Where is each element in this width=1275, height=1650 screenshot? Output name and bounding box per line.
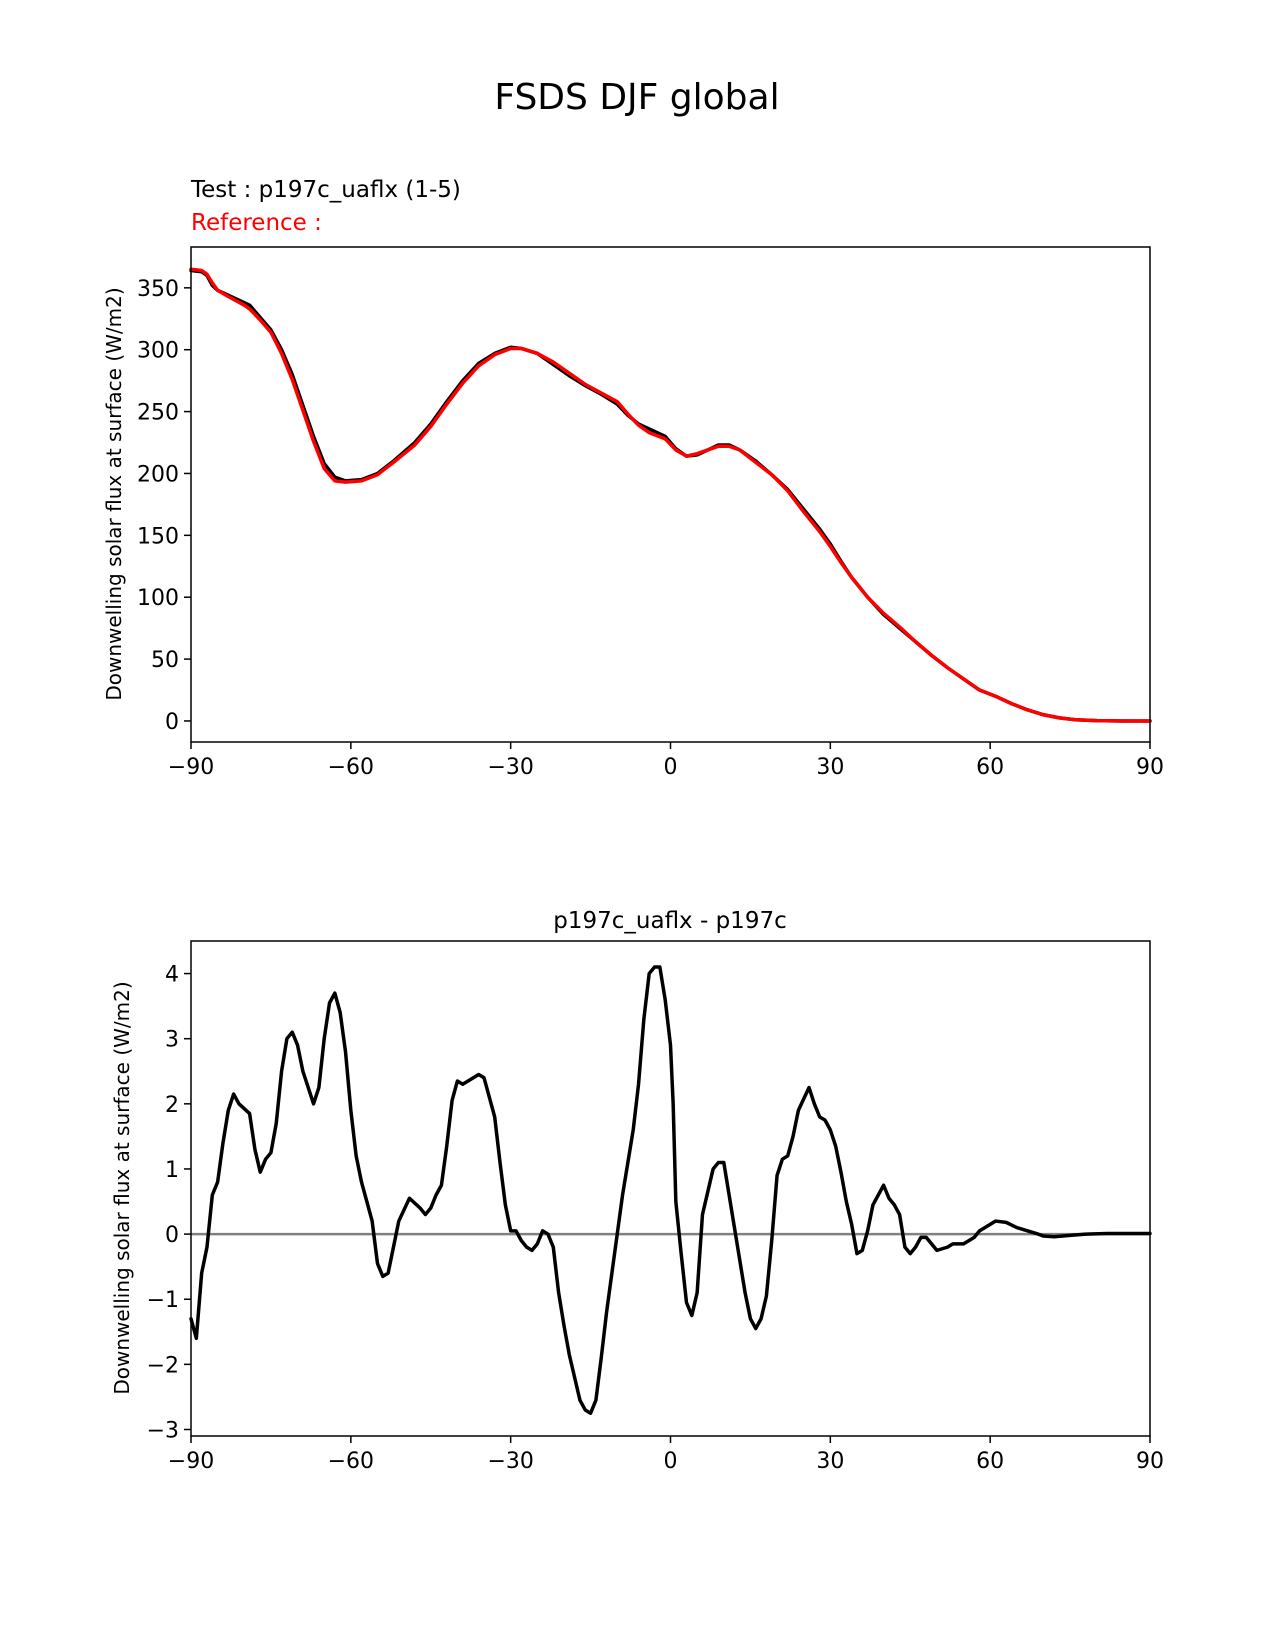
top-y-tick-label: 200 (137, 462, 179, 487)
bottom-y-tick-label: 3 (165, 1028, 179, 1053)
bottom-y-tick-label: 0 (165, 1223, 179, 1248)
bottom-axis-ticks: −90 −60 −30 0 30 60 90 −3 −2 −1 0 1 2 3 4 (147, 963, 1164, 1474)
bottom-x-tick-label: −60 (328, 1449, 374, 1474)
top-x-tick-label: 90 (1136, 755, 1164, 780)
bottom-y-tick-label: −3 (147, 1418, 179, 1443)
top-x-tick-label: 0 (664, 755, 678, 780)
bottom-series-group (189, 965, 1152, 1415)
bottom-y-tick-label: −2 (147, 1353, 179, 1378)
top-y-tick-label: 50 (151, 648, 179, 673)
top-y-tick-label: 100 (137, 586, 179, 611)
bottom-axes-frame (190, 940, 1151, 1437)
bottom-x-tick-label: 30 (816, 1449, 844, 1474)
top-x-tick-label: −60 (328, 755, 374, 780)
top-x-tick-label: −90 (168, 755, 214, 780)
top-y-tick-label: 300 (137, 339, 179, 364)
top-y-tick-label: 350 (137, 277, 179, 302)
bottom-y-axis-label: Downwelling solar flux at surface (W/m2) (110, 981, 134, 1394)
bottom-y-tick-label: 4 (165, 963, 179, 988)
top-axis-ticks: −90 −60 −30 0 30 60 90 0 50 100 150 200 250 300 350 (137, 277, 1164, 780)
top-y-tick-label: 0 (165, 710, 179, 735)
bottom-plot: p197c_uaflx - p197c −90 −60 −30 0 30 60 90−3−2… (110, 908, 1164, 1474)
bottom-x-tick-label: 60 (976, 1449, 1004, 1474)
top-plot: Test : p197c_uaflx (1-5) Reference : −90… (102, 177, 1164, 780)
top-y-tick-label: 250 (137, 401, 179, 426)
top-x-tick-label: 60 (976, 755, 1004, 780)
top-y-tick-label: 150 (137, 524, 179, 549)
top-x-tick-label: −30 (487, 755, 533, 780)
legend-test-label: Test : p197c_uaflx (1-5) (190, 177, 461, 203)
bottom-x-tick-label: −30 (487, 1449, 533, 1474)
bottom-x-tick-label: 90 (1136, 1449, 1164, 1474)
bottom-x-tick-label: 0 (664, 1449, 678, 1474)
figure-title: FSDS DJF global (494, 77, 779, 118)
bottom-x-tick-label: −90 (168, 1449, 214, 1474)
bottom-series-difference-line (189, 965, 1152, 1415)
top-x-tick-label: 30 (816, 755, 844, 780)
top-axes-frame (190, 246, 1151, 743)
top-series-group (189, 267, 1152, 723)
top-y-axis-label: Downwelling solar flux at surface (W/m2) (102, 287, 126, 700)
bottom-y-tick-label: 2 (165, 1093, 179, 1118)
bottom-plot-title: p197c_uaflx - p197c (553, 908, 786, 934)
top-series-reference-line (189, 267, 1152, 723)
bottom-y-tick-label: −1 (147, 1288, 179, 1313)
bottom-y-tick-label: 1 (165, 1158, 179, 1183)
legend-reference-label: Reference : (191, 210, 322, 236)
